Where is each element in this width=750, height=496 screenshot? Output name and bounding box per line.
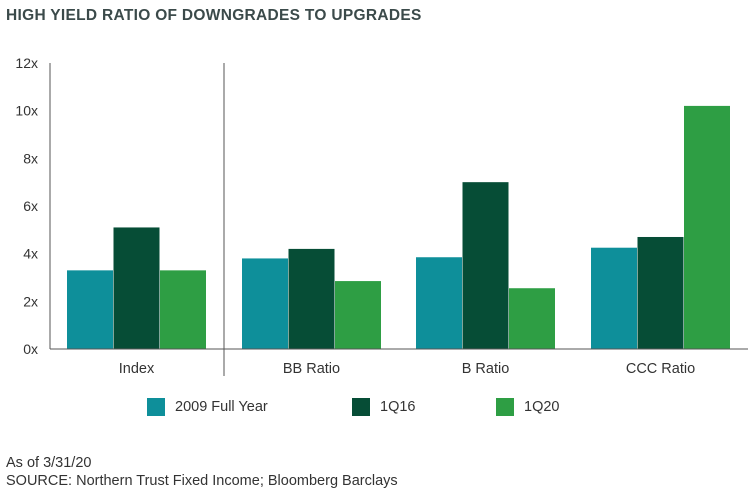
chart-title: HIGH YIELD RATIO OF DOWNGRADES TO UPGRAD… [6,7,422,24]
legend-swatch-1q20 [496,398,514,416]
y-tick-label: 8x [23,150,38,166]
bar-ccc-ratio-s1 [637,236,684,349]
legend-item-1q16: 1Q16 [352,398,496,416]
x-category-label: BB Ratio [283,361,340,377]
legend-item-2009: 2009 Full Year [147,398,352,416]
bar-b-ratio-s1 [462,182,509,349]
legend-label-2009: 2009 Full Year [175,399,268,415]
bar-index-s1 [113,227,160,349]
bar-bb-ratio-s1 [288,248,335,349]
bar-bb-ratio-s2 [335,281,381,349]
y-tick-label: 2x [23,293,38,309]
y-tick-label: 4x [23,246,38,262]
y-tick-label: 10x [15,103,38,119]
bar-b-ratio-s0 [416,257,462,349]
x-category-label: Index [119,361,155,377]
source-note: SOURCE: Northern Trust Fixed Income; Blo… [6,473,398,489]
legend-label-1q16: 1Q16 [380,399,416,415]
legend: 2009 Full Year 1Q16 1Q20 [147,398,559,416]
bar-ccc-ratio-s2 [684,105,730,350]
bar-index-s2 [160,270,206,349]
x-category-label: CCC Ratio [626,361,695,377]
bar-bb-ratio-s0 [242,258,288,349]
legend-swatch-1q16 [352,398,370,416]
bars [67,105,730,350]
legend-swatch-2009 [147,398,165,416]
x-category-label: B Ratio [462,361,510,377]
bar-ccc-ratio-s0 [591,247,637,349]
y-tick-label: 6x [23,198,38,214]
y-axis: 0x 2x 4x 6x 8x 10x 12x [15,55,51,357]
legend-label-1q20: 1Q20 [524,399,560,415]
as-of-note: As of 3/31/20 [6,455,92,471]
x-axis: Index BB Ratio B Ratio CCC Ratio [50,63,748,377]
legend-item-1q20: 1Q20 [496,398,559,416]
y-tick-label: 12x [15,55,38,71]
bar-chart: 0x 2x 4x 6x 8x 10x 12x Index BB Ratio B Ratio CCC… [15,55,748,377]
bar-index-s0 [67,270,113,349]
bar-b-ratio-s2 [509,288,555,349]
y-tick-label: 0x [23,341,38,357]
